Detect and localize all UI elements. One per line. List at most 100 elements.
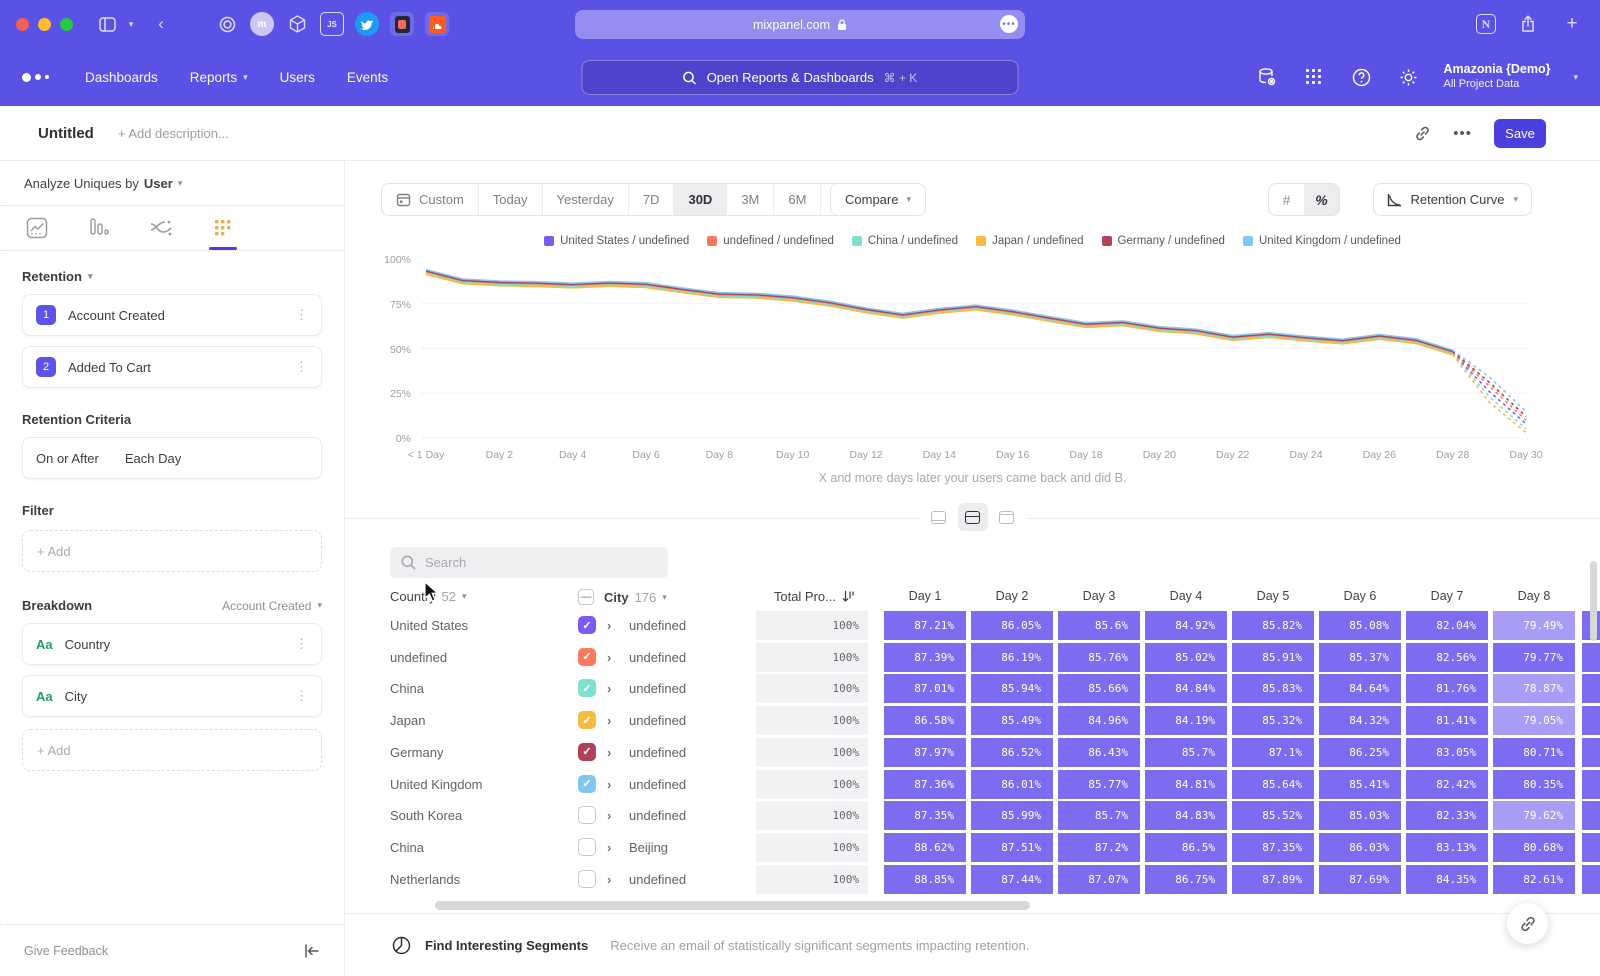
analyze-value[interactable]: User (143, 175, 173, 191)
retention-cell[interactable]: 85.64% (1232, 769, 1314, 799)
select-all-checkbox[interactable]: — (578, 589, 594, 605)
day-header[interactable]: Day 2 (995, 589, 1029, 603)
range-30d[interactable]: 30D (674, 184, 728, 215)
retention-cell[interactable]: 79.77% (1493, 642, 1575, 672)
retention-cell[interactable]: 81.41% (1406, 706, 1488, 736)
ring-extension-icon[interactable] (215, 12, 239, 36)
retention-cell[interactable]: 87.97% (884, 737, 966, 767)
unit-absolute-button[interactable]: # (1282, 191, 1291, 208)
retention-cell[interactable]: 87.35% (1232, 832, 1314, 862)
retention-cell[interactable]: 85.91% (1232, 642, 1314, 672)
row-expand-icon[interactable]: › (607, 649, 612, 665)
project-switcher[interactable]: Amazonia {Demo} All Project Data (1443, 62, 1550, 91)
breakdown-add-button[interactable]: + Add (22, 729, 322, 771)
retention-cell[interactable]: 84.64% (1319, 674, 1401, 704)
data-management-icon[interactable] (1255, 65, 1279, 89)
retention-cell[interactable]: 85.52% (1232, 801, 1314, 831)
row-expand-icon[interactable]: › (607, 744, 612, 760)
nav-users[interactable]: Users (279, 69, 315, 85)
retention-cell[interactable]: 83.05% (1406, 737, 1488, 767)
legend-item[interactable]: undefined / undefined (707, 235, 834, 247)
breakdown-options-icon[interactable]: ⋮ (295, 636, 308, 651)
settings-gear-icon[interactable] (1396, 65, 1420, 89)
report-title[interactable]: Untitled (38, 124, 94, 142)
row-checkbox[interactable] (578, 837, 596, 856)
retention-cell[interactable]: 83.13% (1406, 832, 1488, 862)
chart-type-button[interactable]: Retention Curve ▾ (1372, 183, 1532, 216)
retention-cell[interactable]: 86.19% (971, 642, 1053, 672)
step-card-added-to-cart[interactable]: 2 Added To Cart ⋮ (22, 346, 322, 388)
url-more-button[interactable]: ••• (1000, 15, 1018, 33)
retention-cell[interactable]: 85.03% (1319, 801, 1401, 831)
chevron-down-icon[interactable]: ▾ (128, 18, 134, 29)
step-card-account-created[interactable]: 1 Account Created ⋮ (22, 294, 322, 336)
retention-cell[interactable]: 85.76% (1058, 642, 1140, 672)
tab-flows[interactable] (144, 208, 178, 248)
sidebar-toggle-icon[interactable] (95, 12, 119, 36)
retention-cell[interactable]: 84.81% (1145, 769, 1227, 799)
retention-cell[interactable]: 87.69% (1319, 864, 1401, 894)
row-checkbox[interactable]: ✓ (578, 774, 596, 793)
range-6m[interactable]: 6M (774, 184, 822, 215)
retention-cell[interactable]: 86.05% (971, 611, 1053, 640)
retention-cell[interactable]: 86.25% (1319, 737, 1401, 767)
row-expand-icon[interactable]: › (607, 618, 612, 633)
range-3m[interactable]: 3M (727, 184, 775, 215)
url-bar[interactable]: mixpanel.com ••• (575, 10, 1025, 39)
global-search-button[interactable]: Open Reports & Dashboards ⌘ + K (581, 60, 1019, 95)
retention-cell[interactable]: 85.41% (1319, 769, 1401, 799)
city-column-header[interactable]: — City 176 ▾ (578, 589, 667, 605)
breakdown-card-city[interactable]: Aa City ⋮ (22, 675, 322, 717)
breakdown-scope-selector[interactable]: Account Created ▾ (222, 599, 322, 613)
analyze-uniques-row[interactable]: Analyze Uniques by User ▾ (0, 161, 344, 205)
soundcloud-extension-icon[interactable] (425, 12, 449, 36)
day-header[interactable]: Day 6 (1343, 589, 1377, 603)
retention-cell[interactable]: 84.35% (1406, 864, 1488, 894)
range-today[interactable]: Today (479, 184, 543, 215)
zoom-window-button[interactable] (60, 17, 73, 31)
retention-cell[interactable]: 86.52% (971, 737, 1053, 767)
retention-cell[interactable]: 78.87% (1493, 674, 1575, 704)
minimize-window-button[interactable] (38, 17, 51, 31)
retention-cell[interactable]: 82.56% (1406, 642, 1488, 672)
retention-cell[interactable]: 84.19% (1145, 706, 1227, 736)
retention-cell[interactable]: 85.32% (1232, 706, 1314, 736)
row-checkbox[interactable]: ✓ (578, 647, 596, 666)
retention-cell[interactable]: 87.07% (1058, 864, 1140, 894)
copy-link-icon[interactable] (1414, 125, 1431, 142)
day-header[interactable]: Day 1 (908, 589, 942, 603)
retention-criteria-card[interactable]: On or After Each Day (22, 437, 322, 479)
close-window-button[interactable] (16, 17, 29, 31)
tab-retention[interactable] (206, 208, 240, 250)
retention-cell[interactable]: 84.83% (1145, 801, 1227, 831)
retention-cell[interactable]: 80.71% (1493, 737, 1575, 767)
notion-icon[interactable]: N (1476, 14, 1496, 34)
retention-cell[interactable]: 85.6% (1058, 611, 1140, 640)
country-column-header[interactable]: Country 52 ▾ (390, 589, 467, 604)
share-link-floating-button[interactable] (1507, 903, 1548, 944)
view-chart-only-button[interactable] (924, 503, 954, 531)
breakdown-card-country[interactable]: Aa Country ⋮ (22, 623, 322, 665)
nav-dashboards[interactable]: Dashboards (85, 69, 158, 85)
retention-cell[interactable]: 85.7% (1145, 737, 1227, 767)
share-icon[interactable] (1516, 12, 1540, 36)
retention-cell[interactable]: 87.01% (884, 674, 966, 704)
vertical-scrollbar[interactable] (1590, 561, 1597, 641)
more-options-icon[interactable]: ••• (1453, 124, 1472, 142)
retention-cell[interactable]: 85.37% (1319, 642, 1401, 672)
compare-button[interactable]: Compare ▾ (830, 183, 926, 216)
retention-cell[interactable]: 84.92% (1145, 611, 1227, 640)
retention-cell[interactable]: 88.62% (884, 832, 966, 862)
horizontal-scrollbar[interactable] (435, 901, 1030, 910)
retention-cell[interactable]: 86.43% (1058, 737, 1140, 767)
retention-cell[interactable]: 86.01% (971, 769, 1053, 799)
retention-cell[interactable]: 87.44% (971, 864, 1053, 894)
row-expand-icon[interactable]: › (607, 871, 612, 887)
new-tab-icon[interactable]: + (1566, 13, 1578, 34)
retention-cell[interactable]: 82.33% (1406, 801, 1488, 831)
js-extension-icon[interactable]: JS (320, 12, 344, 36)
apps-grid-icon[interactable] (1302, 65, 1326, 89)
retention-cell[interactable]: 84.96% (1058, 706, 1140, 736)
reader-extension-icon[interactable] (390, 12, 414, 36)
nav-reports[interactable]: Reports ▾ (189, 69, 248, 85)
